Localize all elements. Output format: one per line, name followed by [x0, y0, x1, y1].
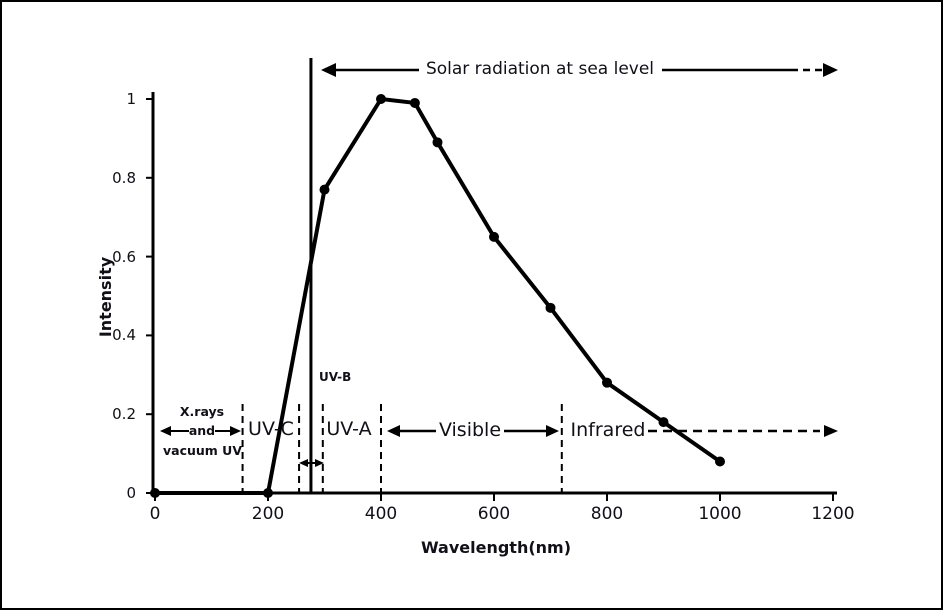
y-tick-label: 0.8	[112, 168, 136, 187]
sea-level-arrow-left-head	[321, 63, 336, 77]
x-tick-label: 200	[251, 504, 285, 524]
infrared-band-label: Infrared	[570, 419, 646, 441]
y-tick-label: 0.2	[112, 405, 136, 424]
data-point	[489, 231, 499, 242]
x-tick-label: 1200	[811, 504, 855, 524]
uvb-arrow-left-head	[299, 459, 308, 467]
xrays-arrow-left-head	[160, 426, 171, 436]
xrays-label-line1: X.rays	[179, 404, 225, 419]
infrared-arrow-head	[824, 425, 838, 437]
xrays-arrow-right-head	[230, 426, 241, 436]
visible-arrow-left-head	[387, 425, 400, 437]
x-tick-label: 1000	[698, 504, 742, 524]
sea-level-arrow-right-head	[823, 63, 838, 77]
data-point	[319, 184, 330, 195]
x-axis-title: Wavelength(nm)	[420, 538, 572, 557]
x-tick-label: 600	[477, 504, 511, 524]
y-tick-label: 1	[126, 90, 136, 108]
data-point	[545, 302, 556, 313]
data-point	[376, 94, 386, 104]
data-point	[263, 488, 273, 498]
data-point	[150, 488, 160, 498]
visible-arrow-right-head	[546, 425, 559, 437]
xrays-label-line3: vacuum UV	[163, 443, 242, 458]
data-point	[432, 137, 443, 148]
data-point	[409, 97, 420, 108]
x-tick-label: 800	[590, 504, 624, 524]
x-tick-label: 400	[364, 504, 398, 524]
x-tick-label: 0	[149, 504, 161, 524]
data-point	[602, 377, 612, 388]
uvb-band-label: UV-B	[319, 370, 352, 384]
chart-title: Solar radiation at sea level	[425, 59, 655, 79]
uvc-band-label: UV-C	[248, 418, 294, 440]
y-tick-label: 0	[126, 484, 136, 502]
xrays-label-line2: and	[188, 423, 216, 438]
data-point	[715, 456, 725, 467]
uva-band-label: UV-A	[326, 418, 372, 440]
uvb-arrow-right-head	[315, 459, 324, 467]
y-tick-label: 0.6	[112, 247, 136, 266]
y-tick-label: 0.4	[112, 326, 136, 345]
data-point	[658, 417, 669, 428]
visible-band-label: Visible	[438, 419, 502, 441]
